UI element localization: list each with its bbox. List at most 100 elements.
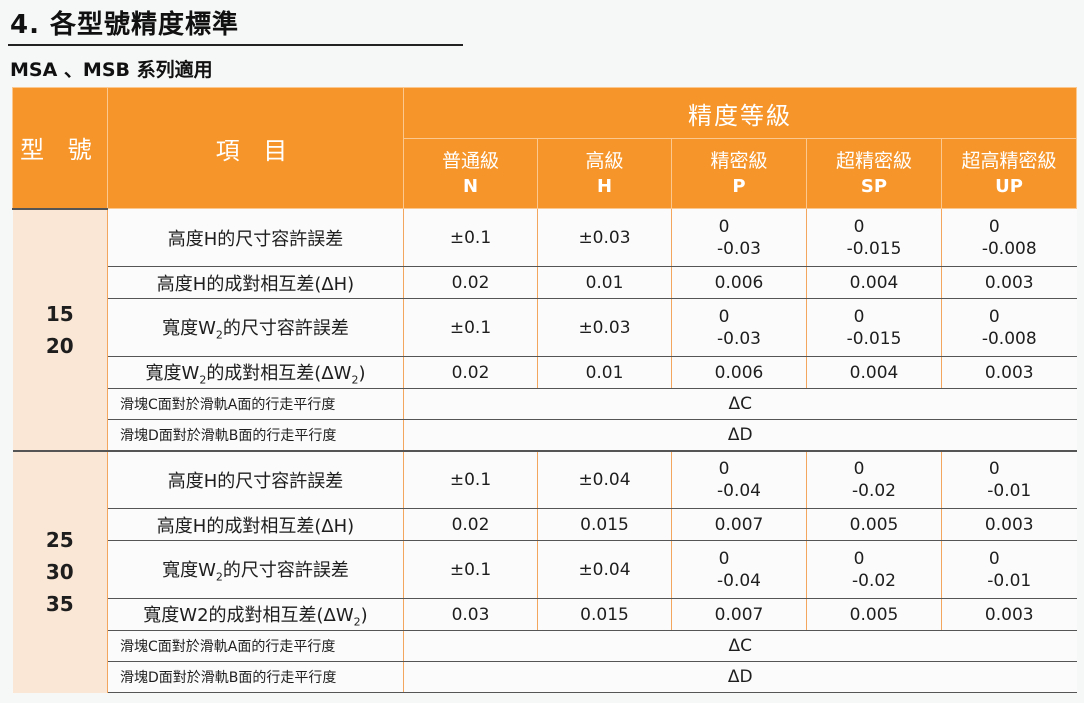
model-cell: 15 20 — [12, 207, 108, 451]
table-row: 高度H的成對相互差(ΔH) 0.02 0.015 0.007 0.005 0.0… — [13, 508, 1077, 541]
item-text: 的成對相互差(ΔW — [206, 362, 352, 384]
model-number: 35 — [45, 592, 74, 616]
item-label: 高度H的成對相互差(ΔH) — [107, 508, 404, 541]
header-model: 型 號 — [12, 87, 108, 209]
item-subscript: 2 — [199, 373, 207, 387]
item-text: 寬度W2的成對相互差(ΔW — [143, 604, 354, 626]
item-label: 寬度W2的成對相互差(ΔW2) — [107, 356, 404, 389]
parallel-value: ΔC — [403, 630, 1077, 662]
item-label: 寬度W2的成對相互差(ΔW2) — [107, 598, 404, 631]
tolerance-lower: -0.03 — [717, 328, 761, 349]
item-subscript: 2 — [351, 373, 359, 387]
header-level-p: 精密級 P — [671, 138, 807, 209]
value-cell: 0.003 — [941, 598, 1077, 631]
value-cell: 0 -0.03 — [671, 208, 807, 267]
level-name: 高級 — [585, 149, 624, 172]
tolerance-upper: 0 — [718, 458, 730, 479]
value-cell: 0.015 — [537, 598, 672, 631]
heading-rule — [8, 44, 463, 46]
tolerance-upper: 0 — [718, 306, 730, 327]
tolerance-lower: -0.015 — [846, 238, 902, 259]
item-text: 寬度W — [162, 559, 216, 581]
value-cell: 0 -0.01 — [941, 449, 1077, 509]
value-cell: 0.006 — [671, 356, 807, 389]
tolerance-upper: 0 — [988, 216, 1000, 237]
value-cell: 0.003 — [941, 356, 1077, 389]
value-cell: 0.004 — [806, 266, 942, 299]
value-cell: 0.005 — [806, 598, 942, 631]
item-label: 高度H的成對相互差(ΔH) — [107, 266, 404, 299]
value-cell: 0 -0.03 — [671, 298, 807, 357]
header-item: 項 目 — [107, 87, 404, 209]
table-row: 寬度W2的尺寸容許誤差 ±0.1 ±0.04 0 -0.04 0 -0.02 0 -0… — [13, 540, 1077, 599]
item-text: ) — [360, 604, 368, 626]
value-cell: ±0.1 — [403, 540, 538, 599]
table-row: 滑塊C面對於滑軌A面的行走平行度 ΔC — [13, 388, 1077, 420]
table-row: 寬度W2的成對相互差(ΔW2) 0.02 0.01 0.006 0.004 0.… — [13, 356, 1077, 389]
table-row: 寬度W2的尺寸容許誤差 ±0.1 ±0.03 0 -0.03 0 -0.015 0-… — [13, 298, 1077, 357]
model-number: 30 — [45, 560, 74, 584]
tolerance-lower: -0.04 — [717, 570, 761, 591]
level-code: UP — [995, 175, 1023, 197]
series-subheading: MSA 、MSB 系列適用 — [10, 59, 213, 81]
value-cell: ±0.1 — [403, 449, 538, 509]
level-name: 超精密級 — [835, 149, 912, 172]
level-name: 精密級 — [710, 149, 768, 172]
tolerance-lower: -0.008 — [981, 238, 1037, 259]
header-level-up: 超高精密級 UP — [941, 138, 1077, 209]
table-row: 15 20 高度H的尺寸容許誤差 ±0.1 ±0.03 0 -0.03 0 -0.0… — [12, 207, 1077, 451]
item-label: 高度H的尺寸容許誤差 — [107, 208, 404, 267]
item-label: 滑塊D面對於滑軌B面的行走平行度 — [107, 661, 404, 693]
item-label: 滑塊C面對於滑軌A面的行走平行度 — [107, 388, 404, 420]
value-cell: 0.007 — [671, 598, 807, 631]
tolerance-upper: 0 — [853, 548, 865, 569]
value-cell: 0.006 — [671, 266, 807, 299]
tolerance-upper: 0 — [718, 548, 730, 569]
item-label: 滑塊D面對於滑軌B面的行走平行度 — [107, 419, 404, 451]
table-row: 滑塊D面對於滑軌B面的行走平行度 ΔD — [13, 419, 1077, 451]
value-cell: ±0.04 — [537, 540, 672, 599]
value-cell: 0.01 — [537, 356, 672, 389]
level-code: N — [462, 175, 479, 197]
tolerance-lower: -0.03 — [717, 238, 761, 259]
tolerance-upper: 0 — [718, 216, 730, 237]
level-name: 普通級 — [441, 149, 499, 172]
value-cell: 0.015 — [537, 508, 672, 541]
precision-table: 型 號 項 目 精度等級 普通級 N 高級 H 精密級 P 超精密級 SP 超高… — [12, 87, 1077, 693]
value-cell: 0 -0.015 — [806, 298, 942, 357]
value-cell: ±0.03 — [537, 298, 672, 357]
header-level-h: 高級 H — [537, 138, 672, 209]
model-number: 25 — [45, 528, 74, 552]
tolerance-lower: -0.008 — [981, 328, 1037, 349]
tolerance-lower: -0.015 — [846, 328, 902, 349]
value-cell: 0 -0.04 — [671, 540, 807, 599]
value-cell: ±0.03 — [537, 208, 672, 267]
level-name: 超高精密級 — [961, 149, 1057, 172]
item-text: 的尺寸容許誤差 — [222, 317, 349, 339]
model-number: 15 — [45, 301, 74, 326]
tolerance-upper: 0 — [853, 458, 865, 479]
level-code: H — [596, 175, 613, 197]
value-cell: ±0.04 — [537, 449, 672, 509]
value-cell: 0 -0.02 — [806, 540, 942, 599]
table-row: 寬度W2的成對相互差(ΔW2) 0.03 0.015 0.007 0.005 0… — [13, 598, 1077, 631]
value-cell: 0.007 — [671, 508, 807, 541]
value-cell: 0 -0.04 — [671, 449, 807, 509]
tolerance-upper: 0 — [853, 216, 865, 237]
value-cell: ±0.1 — [403, 298, 538, 357]
item-subscript: 2 — [215, 570, 223, 584]
tolerance-upper: 0 — [988, 458, 1000, 479]
value-cell: 0.03 — [403, 598, 538, 631]
value-cell: 0.01 — [537, 266, 672, 299]
page-heading: 4. 各型號精度標準 — [10, 10, 240, 40]
tolerance-upper: 0 — [853, 306, 865, 327]
tolerance-lower: -0.02 — [852, 570, 896, 591]
item-text: 寬度W — [162, 317, 216, 339]
item-text: ) — [358, 362, 366, 384]
value-cell: 0.003 — [941, 266, 1077, 299]
value-cell: 0 -0.015 — [806, 208, 942, 267]
header-level-n: 普通級 N — [403, 138, 538, 209]
item-label: 高度H的尺寸容許誤差 — [107, 449, 404, 509]
value-cell: 0.02 — [403, 508, 538, 541]
parallel-value: ΔD — [403, 419, 1077, 451]
